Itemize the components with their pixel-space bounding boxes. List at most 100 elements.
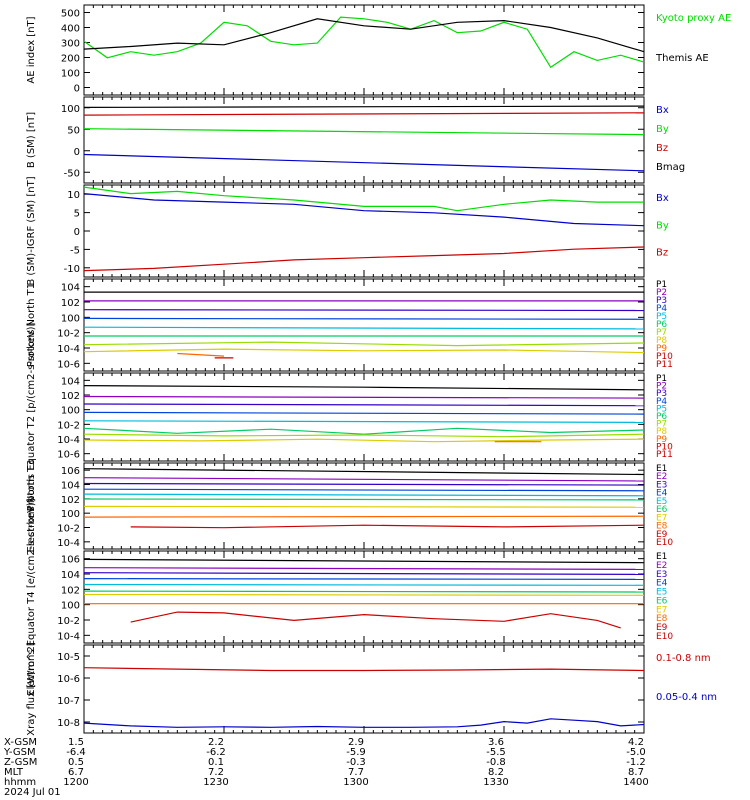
y-tick-label: -5: [70, 245, 80, 256]
legend-entry: P4: [656, 397, 667, 407]
y-tick-label: 104: [61, 481, 80, 492]
series-line-p4: [83, 411, 645, 415]
legend-entry: E7: [656, 605, 667, 615]
series-line-e7: [83, 593, 645, 596]
y-tick-label: 100: [61, 104, 80, 115]
legend-entry: E4: [656, 579, 668, 589]
x-tick-label: 3.6: [488, 737, 504, 748]
y-tick-label: 10-4: [57, 538, 80, 549]
legend-entry: 0.05-0.4 nm: [656, 692, 717, 703]
legend-entry: P5: [656, 312, 667, 322]
legend-entry: E1: [656, 552, 667, 562]
legend-entry: 0.1-0.8 nm: [656, 653, 711, 664]
y-tick-label: 10-2: [57, 329, 80, 340]
series-line-e1: [83, 468, 645, 476]
x-tick-label: -5.5: [486, 747, 506, 758]
series-line-e3: [83, 482, 645, 486]
x-tick-label: 2.9: [348, 737, 364, 748]
series-line-e9: [130, 524, 645, 529]
y-tick-label: -10: [64, 264, 80, 275]
legend-entry: P1: [656, 374, 667, 384]
legend-entry: E7: [656, 513, 667, 523]
series-line-p4: [83, 317, 645, 320]
x-tick-label: 1200: [63, 777, 88, 788]
legend-entry: P10: [656, 352, 673, 362]
series-line-by: [83, 128, 645, 136]
y-tick-label: 10-2: [57, 524, 80, 535]
series-line-e4: [83, 488, 645, 492]
y-tick-label: 10-7: [57, 696, 80, 707]
y-tick-label: 50: [67, 125, 80, 136]
series-line-e1: [83, 558, 645, 564]
legend-entry: E8: [656, 614, 668, 624]
x-row-label: hhmm: [4, 777, 36, 788]
y-tick-label: 104: [61, 283, 80, 294]
series-line-e3: [83, 572, 645, 576]
legend-entry: P5: [656, 404, 667, 414]
series-line-bz: [83, 112, 645, 116]
legend-entry: E6: [656, 596, 668, 606]
panel-frame-7: [83, 550, 645, 644]
y-axis-label: Electrons Equator T4 [e/(cm2-s-sr-keV)]: [26, 498, 37, 695]
legend-entry: E6: [656, 505, 668, 515]
y-axis-label: Protons Equator T2 [p/(cm2-s-sr-keV)]: [26, 322, 37, 511]
x-tick-label: 2.2: [208, 737, 224, 748]
x-tick-label: 7.2: [208, 767, 224, 778]
date-label: 2024 Jul 01: [4, 787, 61, 798]
legend-entry: P8: [656, 336, 667, 346]
series-line-bmag: [83, 105, 645, 108]
series-line-p5: [83, 420, 645, 423]
y-tick-label: 106: [61, 555, 80, 566]
y-tick-label: 104: [61, 376, 80, 387]
series-line-p7: [83, 433, 645, 438]
x-tick-label: 0.1: [208, 757, 224, 768]
series-line-e4: [83, 577, 645, 581]
legend-entry: E5: [656, 588, 667, 598]
legend-entry: E1: [656, 464, 667, 474]
legend-entry: E9: [656, 530, 668, 540]
series-line-e5: [83, 583, 645, 586]
series-line-e7: [83, 505, 645, 508]
panel-frame-3: [83, 184, 645, 278]
series-line-bz: [83, 246, 645, 272]
y-tick-label: -50: [64, 168, 80, 179]
legend-entry: P1: [656, 280, 667, 290]
y-tick-label: 300: [61, 39, 80, 50]
series-line-e6: [83, 590, 645, 593]
legend-entry: P7: [656, 420, 667, 430]
legend-entry: E3: [656, 480, 667, 490]
y-tick-label: 10-4: [57, 344, 80, 355]
y-tick-label: 100: [61, 69, 80, 80]
y-tick-label: 100: [61, 601, 80, 612]
y-tick-label: 500: [61, 9, 80, 20]
legend-entry: E3: [656, 570, 667, 580]
legend-entry: P6: [656, 412, 667, 422]
legend-entry: P3: [656, 389, 667, 399]
y-tick-label: 102: [61, 585, 80, 596]
x-tick-label: -6.4: [66, 747, 86, 758]
y-tick-label: 5: [74, 209, 80, 220]
y-tick-label: 100: [61, 509, 80, 520]
y-tick-label: 0: [74, 227, 80, 238]
legend-entry: P11: [656, 450, 673, 460]
y-tick-label: 10-6: [57, 359, 80, 370]
y-tick-label: 10-4: [57, 631, 80, 642]
x-tick-label: 0.5: [68, 757, 84, 768]
legend-entry: P6: [656, 320, 667, 330]
legend-entry: P4: [656, 304, 667, 314]
series-line-0-05-0-4-nm: [83, 718, 645, 728]
legend-entry: P11: [656, 360, 673, 370]
y-tick-label: 400: [61, 24, 80, 35]
series-line-themis-ae: [83, 18, 645, 53]
legend-entry: Bx: [656, 193, 669, 204]
y-tick-label: 10-6: [57, 450, 80, 461]
series-line-p8: [83, 438, 645, 443]
series-line-p6: [83, 427, 645, 435]
legend-entry: By: [656, 220, 669, 231]
legend-entry: P10: [656, 442, 673, 452]
series-line-e9: [130, 611, 621, 629]
series-line-p8: [83, 348, 645, 354]
y-tick-label: 0: [74, 147, 80, 158]
legend-entry: Bmag: [656, 162, 685, 173]
